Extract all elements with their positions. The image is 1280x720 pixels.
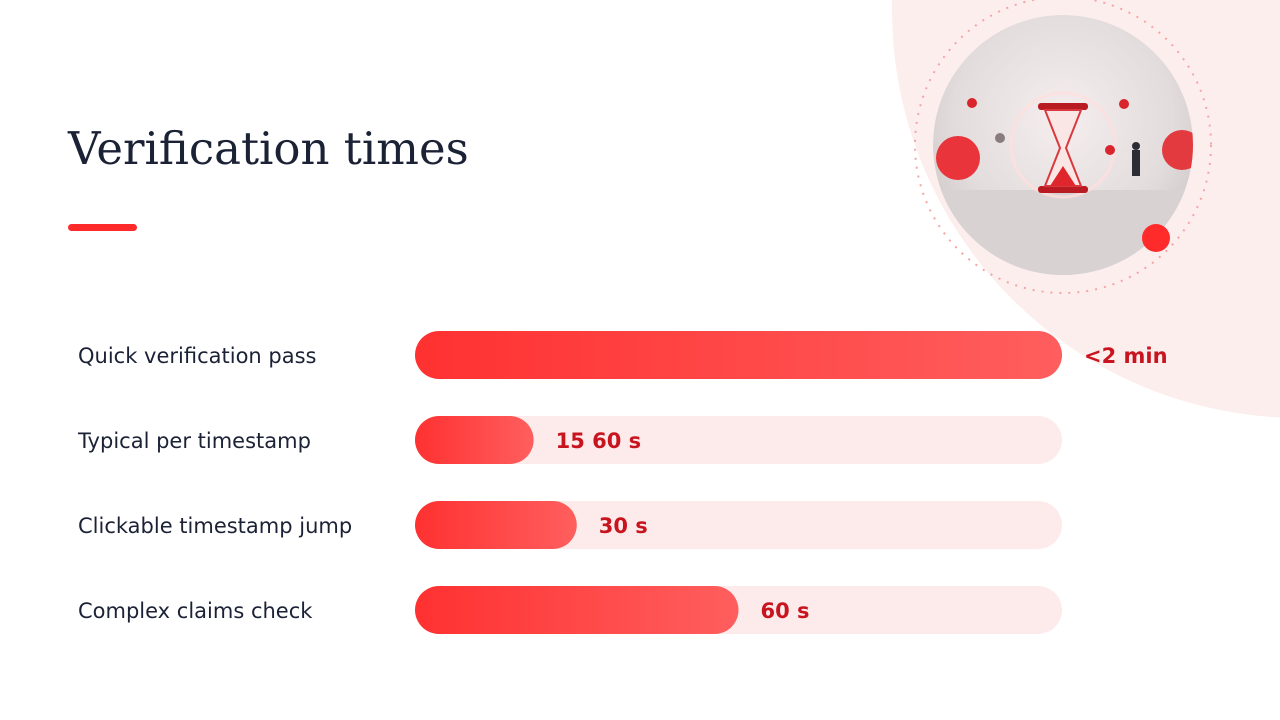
decor-ring xyxy=(914,0,1212,294)
category-label: Quick verification pass xyxy=(78,344,317,368)
bar-track xyxy=(415,416,1062,464)
bar-shine xyxy=(415,501,577,549)
bar-track xyxy=(415,501,1062,549)
category-label: Complex claims check xyxy=(78,599,313,623)
bar-shine xyxy=(415,331,1062,379)
title-accent xyxy=(68,224,137,231)
category-label: Typical per timestamp xyxy=(77,429,311,453)
value-label: <2 min xyxy=(1084,344,1168,368)
category-label: Clickable timestamp jump xyxy=(78,514,352,538)
value-label: 15 60 s xyxy=(556,429,642,453)
bar-shine xyxy=(415,416,534,464)
bar-chart: Quick verification pass <2 min Typical per… xyxy=(77,331,1168,634)
value-label: 30 s xyxy=(599,514,648,538)
decor-dot xyxy=(1142,224,1170,252)
value-label: 60 s xyxy=(761,599,810,623)
chart-title: Verification times xyxy=(67,122,469,175)
bar-shine xyxy=(415,586,739,634)
